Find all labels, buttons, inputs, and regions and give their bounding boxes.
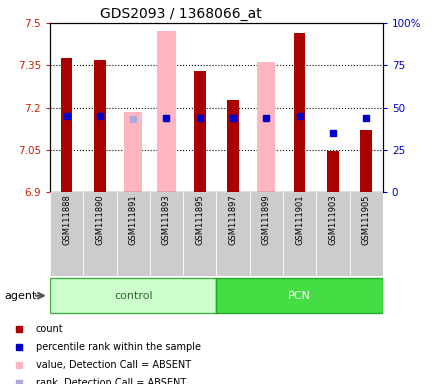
Bar: [157, 31, 175, 192]
Text: count: count: [36, 323, 63, 334]
Text: GSM111895: GSM111895: [195, 195, 204, 245]
Text: GDS2093 / 1368066_at: GDS2093 / 1368066_at: [100, 7, 261, 21]
Bar: [256, 63, 275, 192]
Bar: [359, 130, 371, 192]
Bar: [227, 101, 238, 192]
Bar: [349, 192, 382, 276]
Text: GSM111897: GSM111897: [228, 195, 237, 245]
Text: GSM111905: GSM111905: [361, 195, 370, 245]
Bar: [61, 58, 72, 192]
Bar: [50, 192, 83, 276]
Bar: [83, 192, 116, 276]
Bar: [50, 278, 216, 313]
Text: GSM111888: GSM111888: [62, 195, 71, 245]
Bar: [124, 112, 142, 192]
Bar: [183, 192, 216, 276]
Text: PCN: PCN: [287, 291, 310, 301]
Text: agent: agent: [4, 291, 36, 301]
Text: GSM111891: GSM111891: [128, 195, 138, 245]
Bar: [194, 71, 205, 192]
Bar: [216, 278, 382, 313]
Text: percentile rank within the sample: percentile rank within the sample: [36, 342, 201, 352]
Text: control: control: [114, 291, 152, 301]
Bar: [249, 192, 283, 276]
Bar: [326, 151, 338, 192]
Text: value, Detection Call = ABSENT: value, Detection Call = ABSENT: [36, 360, 191, 370]
Text: GSM111899: GSM111899: [261, 195, 270, 245]
Bar: [116, 192, 149, 276]
Text: GSM111890: GSM111890: [95, 195, 104, 245]
Bar: [293, 33, 305, 192]
Bar: [316, 192, 349, 276]
Text: GSM111893: GSM111893: [161, 195, 171, 245]
Bar: [216, 192, 249, 276]
Bar: [283, 192, 316, 276]
Bar: [94, 60, 105, 192]
Text: GSM111903: GSM111903: [328, 195, 337, 245]
Text: GSM111901: GSM111901: [294, 195, 303, 245]
Bar: [149, 192, 183, 276]
Text: rank, Detection Call = ABSENT: rank, Detection Call = ABSENT: [36, 378, 186, 384]
